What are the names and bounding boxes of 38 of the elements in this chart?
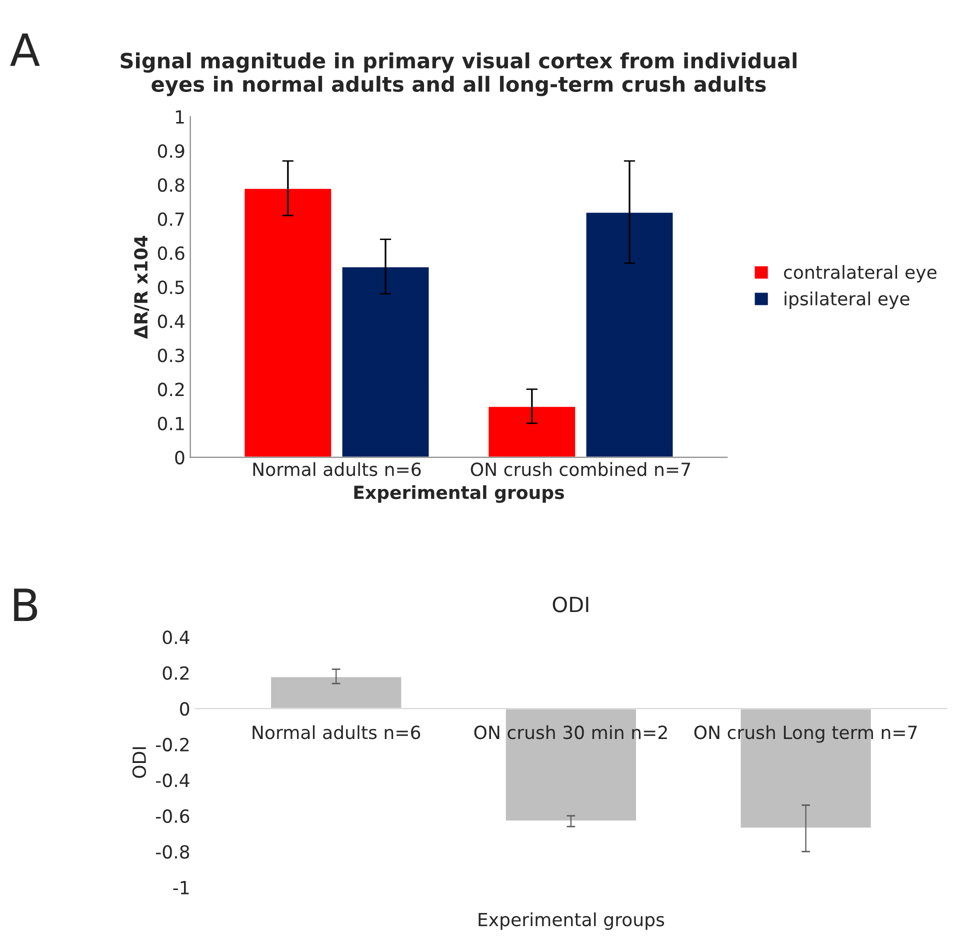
y-tick-label: 0.8: [158, 178, 184, 192]
chart-title: Signal magnitude in primary visual cortex from individual eyes in normal adults and all long-term crush adults: [120, 52, 796, 96]
y-tick-label: 0.4: [162, 630, 190, 644]
y-tick-label: 0.3: [158, 348, 184, 362]
y-tick-label: -0.8: [156, 845, 190, 859]
y-tick-label: -1: [173, 881, 189, 894]
bar: [584, 211, 674, 458]
y-tick-label: -0.2: [156, 738, 189, 752]
y-axis-title: ΔR/R x104: [134, 236, 150, 339]
y-axis-title: ODI: [132, 747, 146, 778]
text: B: [14, 588, 38, 622]
y-tick-label: 0.2: [158, 382, 184, 396]
bar: [487, 406, 577, 458]
y-tick-label: 1: [176, 110, 184, 124]
y-tick-label: 0.1: [158, 416, 184, 430]
x-tick-label: ON crush 30 min n=2: [474, 725, 667, 740]
x-tick-label: ON crush Long term n=7: [694, 725, 917, 743]
x-tick-label: ON crush combined n=7: [470, 462, 690, 476]
chart-title: ODI: [552, 596, 588, 612]
y-tick-label: -0.6: [156, 809, 190, 823]
bar: [340, 266, 430, 458]
y-tick-label: 0.2: [162, 666, 189, 680]
y-tick-label: 0: [175, 450, 184, 464]
bar: [243, 188, 333, 458]
y-tick-label: 0.9: [158, 144, 184, 158]
text: A: [10, 33, 40, 66]
legend-label: contralateral eye: [784, 265, 936, 282]
x-axis-title: Experimental groups: [354, 485, 564, 503]
legend-label: ipsilateral eye: [784, 292, 910, 309]
y-tick-label: 0.6: [158, 246, 184, 260]
y-tick-label: -0.4: [156, 774, 190, 788]
x-axis-title: Experimental groups: [478, 912, 664, 930]
x-tick-label: Normal adults n=6: [252, 725, 420, 740]
y-tick-label: 0.7: [158, 212, 184, 226]
x-tick-label: Normal adults n=6: [253, 462, 421, 476]
y-tick-label: 0.5: [158, 280, 184, 294]
y-tick-label: 0: [180, 702, 190, 716]
y-tick-label: 0.4: [158, 314, 184, 328]
